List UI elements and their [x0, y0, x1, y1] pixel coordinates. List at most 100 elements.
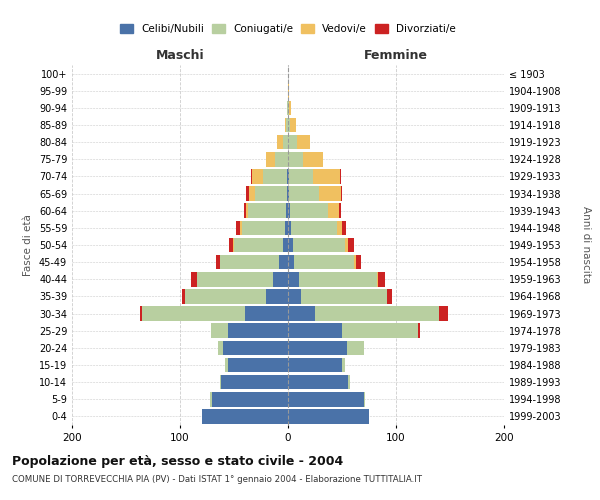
Bar [245, 306, 288, 321]
Bar [254, 186, 287, 201]
Bar [342, 220, 346, 235]
Y-axis label: Anni di nascita: Anni di nascita [581, 206, 591, 284]
Legend: Celibi/Nubili, Coniugati/e, Vedovi/e, Divorziati/e: Celibi/Nubili, Coniugati/e, Vedovi/e, Di… [116, 20, 460, 38]
Bar [218, 340, 223, 355]
Y-axis label: Fasce di età: Fasce di età [23, 214, 33, 276]
Bar [249, 186, 254, 201]
Bar [191, 272, 197, 286]
Bar [266, 152, 275, 166]
Bar [288, 100, 289, 115]
Bar [212, 392, 288, 406]
Bar [287, 169, 288, 184]
Bar [296, 135, 310, 150]
Bar [299, 272, 377, 286]
Bar [182, 289, 185, 304]
Bar [288, 238, 293, 252]
Bar [226, 358, 227, 372]
Bar [263, 169, 287, 184]
Bar [364, 392, 365, 406]
Bar [337, 220, 342, 235]
Bar [328, 204, 339, 218]
Bar [288, 340, 347, 355]
Bar [288, 84, 289, 98]
Bar [248, 204, 286, 218]
Bar [295, 255, 354, 270]
Bar [185, 289, 266, 304]
Bar [221, 375, 288, 390]
Bar [246, 186, 249, 201]
Bar [319, 186, 341, 201]
Bar [286, 118, 288, 132]
Bar [288, 186, 289, 201]
Bar [288, 409, 369, 424]
Bar [340, 169, 341, 184]
Bar [315, 306, 439, 321]
Bar [418, 324, 420, 338]
Bar [285, 118, 286, 132]
Bar [277, 135, 283, 150]
Bar [293, 238, 345, 252]
Text: Popolazione per età, sesso e stato civile - 2004: Popolazione per età, sesso e stato civil… [12, 455, 343, 468]
Bar [220, 255, 280, 270]
Bar [234, 238, 283, 252]
Bar [241, 220, 242, 235]
Bar [288, 204, 290, 218]
Bar [227, 358, 288, 372]
Bar [246, 204, 248, 218]
Bar [273, 272, 288, 286]
Bar [220, 375, 221, 390]
Bar [215, 255, 220, 270]
Bar [349, 238, 354, 252]
Bar [288, 289, 301, 304]
Bar [283, 135, 288, 150]
Bar [275, 152, 288, 166]
Bar [290, 204, 328, 218]
Bar [291, 220, 337, 235]
Bar [377, 272, 385, 286]
Bar [251, 169, 253, 184]
Bar [211, 324, 227, 338]
Bar [289, 169, 313, 184]
Bar [286, 204, 288, 218]
Bar [210, 392, 212, 406]
Bar [342, 358, 345, 372]
Bar [288, 306, 315, 321]
Bar [197, 272, 273, 286]
Bar [280, 255, 288, 270]
Bar [236, 220, 241, 235]
Text: Femmine: Femmine [364, 48, 428, 62]
Bar [347, 340, 364, 355]
Bar [229, 238, 233, 252]
Bar [288, 375, 349, 390]
Bar [287, 100, 288, 115]
Bar [288, 220, 291, 235]
Bar [223, 340, 288, 355]
Bar [288, 324, 342, 338]
Bar [313, 169, 340, 184]
Bar [301, 289, 388, 304]
Bar [288, 358, 342, 372]
Bar [242, 220, 285, 235]
Bar [288, 272, 299, 286]
Bar [266, 289, 288, 304]
Bar [287, 186, 288, 201]
Bar [341, 186, 342, 201]
Text: COMUNE DI TORREVECCHIA PIA (PV) - Dati ISTAT 1° gennaio 2004 - Elaborazione TUTT: COMUNE DI TORREVECCHIA PIA (PV) - Dati I… [12, 475, 422, 484]
Bar [303, 152, 323, 166]
Bar [227, 324, 288, 338]
Bar [342, 324, 418, 338]
Bar [202, 409, 288, 424]
Bar [289, 186, 319, 201]
Bar [388, 289, 392, 304]
Bar [439, 306, 448, 321]
Bar [289, 100, 291, 115]
Bar [283, 238, 288, 252]
Bar [288, 152, 303, 166]
Bar [354, 255, 356, 270]
Bar [345, 238, 349, 252]
Bar [288, 135, 296, 150]
Bar [285, 220, 288, 235]
Bar [244, 204, 246, 218]
Bar [288, 255, 295, 270]
Bar [233, 238, 234, 252]
